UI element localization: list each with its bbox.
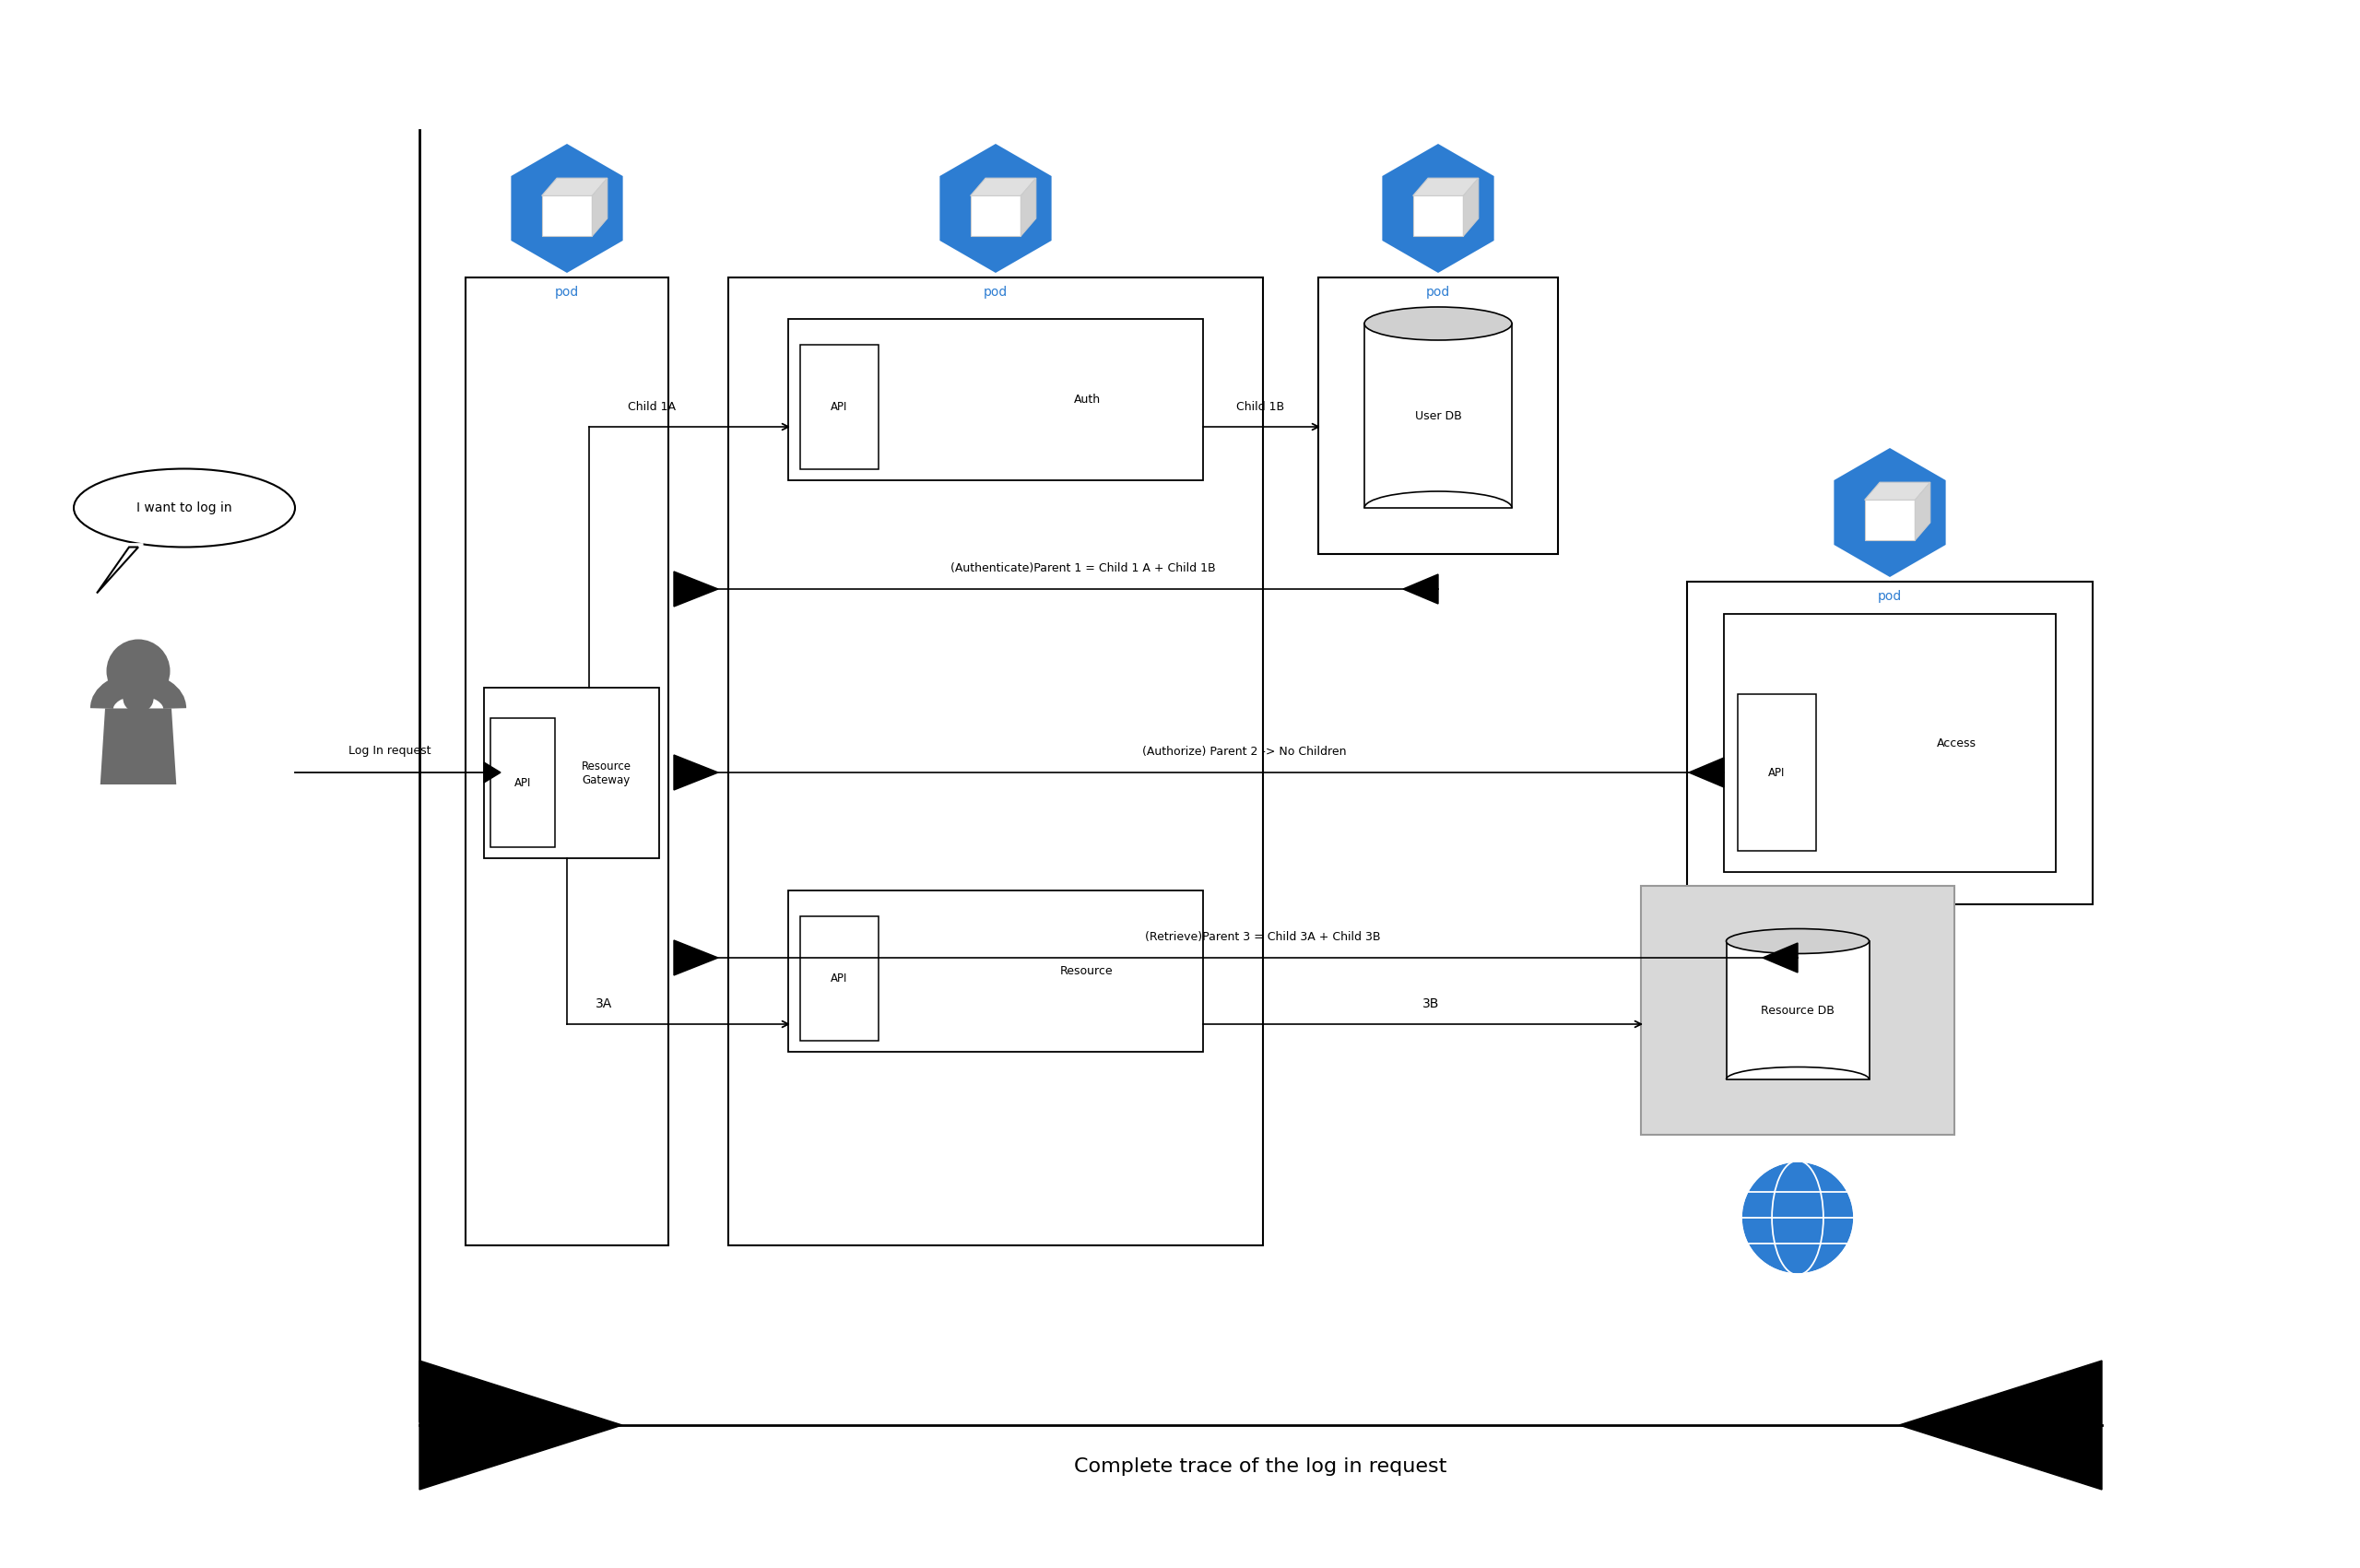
Polygon shape	[675, 571, 717, 607]
FancyBboxPatch shape	[788, 891, 1204, 1052]
Ellipse shape	[1725, 928, 1869, 953]
Text: Auth: Auth	[1074, 394, 1100, 406]
Polygon shape	[1022, 179, 1036, 237]
FancyBboxPatch shape	[800, 345, 878, 469]
Text: API: API	[831, 401, 847, 412]
Polygon shape	[1914, 483, 1930, 541]
Polygon shape	[510, 143, 625, 274]
Polygon shape	[1381, 143, 1496, 274]
Polygon shape	[1690, 757, 1723, 787]
FancyBboxPatch shape	[1364, 323, 1513, 508]
FancyBboxPatch shape	[465, 278, 668, 1245]
FancyBboxPatch shape	[788, 318, 1204, 480]
Polygon shape	[97, 547, 139, 593]
Ellipse shape	[73, 469, 295, 547]
Circle shape	[1742, 1160, 1855, 1275]
Text: Resource DB: Resource DB	[1761, 1005, 1834, 1016]
Text: (Authorize) Parent 2 -> No Children: (Authorize) Parent 2 -> No Children	[1142, 746, 1348, 757]
Polygon shape	[543, 179, 607, 196]
FancyBboxPatch shape	[1725, 941, 1869, 1079]
Polygon shape	[1864, 483, 1930, 500]
Polygon shape	[970, 196, 1022, 237]
Text: API: API	[514, 776, 531, 789]
FancyBboxPatch shape	[729, 278, 1263, 1245]
FancyBboxPatch shape	[484, 688, 658, 858]
Text: API: API	[831, 972, 847, 985]
Text: (Authenticate)Parent 1 = Child 1 A + Child 1B: (Authenticate)Parent 1 = Child 1 A + Chi…	[951, 563, 1215, 574]
FancyBboxPatch shape	[800, 916, 878, 1041]
Text: User DB: User DB	[1414, 409, 1461, 422]
Polygon shape	[543, 196, 592, 237]
Polygon shape	[484, 762, 500, 782]
FancyBboxPatch shape	[1723, 615, 2056, 872]
Text: 3B: 3B	[1423, 997, 1440, 1010]
Polygon shape	[1414, 179, 1477, 196]
Text: 3A: 3A	[595, 997, 611, 1010]
Polygon shape	[939, 143, 1053, 274]
Text: pod: pod	[1879, 590, 1902, 602]
FancyBboxPatch shape	[1687, 582, 2093, 905]
Text: Resource
Gateway: Resource Gateway	[581, 760, 632, 786]
Polygon shape	[1414, 196, 1463, 237]
Text: Access: Access	[1938, 737, 1975, 750]
FancyBboxPatch shape	[491, 718, 555, 847]
Ellipse shape	[1364, 307, 1513, 340]
Text: Child 1A: Child 1A	[628, 401, 675, 412]
Text: Log In request: Log In request	[349, 745, 432, 757]
Polygon shape	[1763, 942, 1798, 972]
Text: pod: pod	[555, 285, 578, 298]
Polygon shape	[1900, 1361, 2103, 1490]
Polygon shape	[1463, 179, 1477, 237]
Text: (Retrieve)Parent 3 = Child 3A + Child 3B: (Retrieve)Parent 3 = Child 3A + Child 3B	[1145, 931, 1381, 942]
Text: Resource: Resource	[1060, 966, 1114, 977]
Polygon shape	[675, 941, 717, 975]
Text: Complete trace of the log in request: Complete trace of the log in request	[1074, 1457, 1447, 1475]
Text: pod: pod	[1425, 285, 1451, 298]
Polygon shape	[420, 1361, 623, 1490]
Polygon shape	[1831, 447, 1947, 579]
Ellipse shape	[123, 685, 153, 712]
Polygon shape	[970, 179, 1036, 196]
FancyBboxPatch shape	[1319, 278, 1558, 554]
Text: I want to log in: I want to log in	[137, 502, 231, 514]
Polygon shape	[1864, 500, 1914, 541]
Text: pod: pod	[984, 285, 1008, 298]
Polygon shape	[592, 179, 607, 237]
Polygon shape	[675, 754, 717, 790]
FancyBboxPatch shape	[1737, 695, 1817, 851]
Polygon shape	[1404, 574, 1437, 604]
Text: API: API	[1768, 767, 1787, 778]
Polygon shape	[99, 709, 177, 784]
Text: Child 1B: Child 1B	[1237, 401, 1284, 412]
Circle shape	[106, 640, 170, 702]
FancyBboxPatch shape	[1640, 886, 1954, 1135]
